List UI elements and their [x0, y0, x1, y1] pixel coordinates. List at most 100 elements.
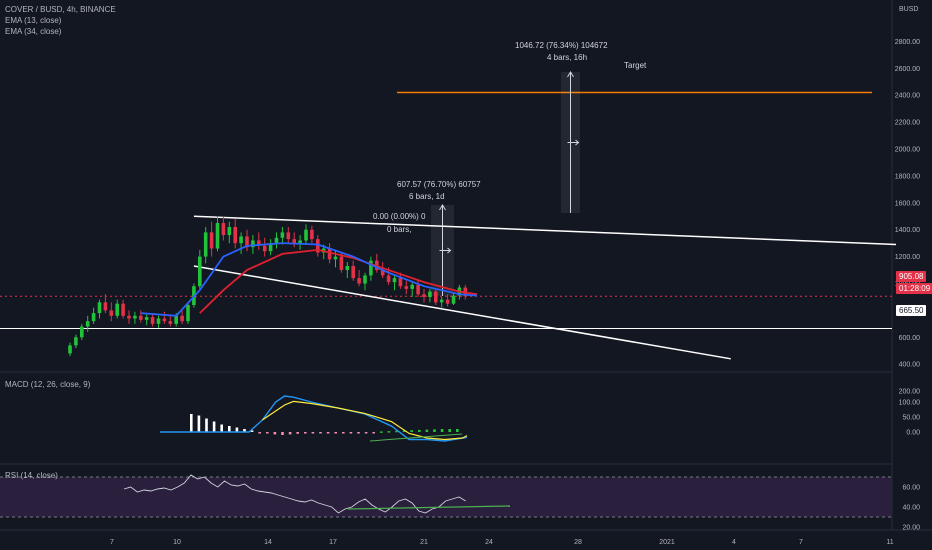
rsi-band: [0, 477, 892, 517]
candle-body: [257, 240, 261, 246]
price-axis-tick-label: 2800.00: [895, 39, 920, 46]
macd-histogram-bar: [304, 432, 307, 434]
candle-body: [351, 266, 355, 279]
candle-body: [274, 237, 279, 244]
candle-body: [227, 227, 232, 236]
rsi-axis-tick-label: 20.00: [902, 525, 920, 532]
candle-body: [428, 291, 432, 297]
measure-zero-value: 0.00 (0.00%) 0: [373, 212, 426, 221]
candle-body: [451, 295, 456, 304]
macd-histogram-bar: [288, 432, 292, 435]
candle-body: [203, 232, 208, 257]
macd-histogram-bar: [349, 432, 353, 434]
candle-body: [127, 315, 131, 319]
price-axis-tick-label: 2000.00: [895, 147, 920, 154]
candle-body: [186, 305, 190, 322]
candle-body: [85, 321, 90, 327]
macd-histogram-bar: [258, 432, 261, 434]
time-axis-tick-label: 28: [574, 539, 582, 546]
time-axis-tick-label: 24: [485, 539, 493, 546]
measure-target-box-arrow-head: [567, 71, 574, 78]
measure-wedge-duration: 6 bars, 1d: [409, 192, 445, 201]
time-axis-tick-label: 17: [329, 539, 337, 546]
price-axis-tick-label: 600.00: [899, 335, 921, 342]
time-axis-tick-label: 7: [110, 539, 114, 546]
candle-body: [209, 232, 214, 249]
measure-wedge-box-time-arrow-head: [447, 247, 452, 254]
measure-target-duration: 4 bars, 16h: [547, 53, 588, 62]
rsi-axis-tick-label: 60.00: [902, 485, 920, 492]
ema13-line: [140, 242, 478, 317]
price-axis-tick-label: 1600.00: [895, 200, 920, 207]
macd-histogram-bar: [212, 421, 216, 432]
macd-histogram-bar: [456, 429, 459, 432]
macd-histogram-bar: [448, 429, 451, 432]
macd-histogram-bar: [311, 432, 315, 434]
candle-body: [91, 313, 96, 322]
candle-body: [434, 291, 438, 303]
price-axis-tick-label: 400.00: [899, 362, 921, 369]
candle-body: [239, 236, 243, 244]
macd-histogram-bar: [273, 432, 277, 435]
time-axis-tick-label: 21: [420, 539, 428, 546]
candle-body: [292, 239, 296, 244]
candle-body: [439, 299, 444, 303]
time-axis-tick-label: 10: [173, 539, 181, 546]
candle-body: [363, 275, 367, 284]
ema34-line: [199, 248, 478, 314]
candle-body: [380, 270, 385, 276]
macd-histogram-bar: [228, 426, 231, 432]
candle-body: [133, 315, 137, 319]
candle-body: [333, 256, 338, 260]
measure-wedge-box-arrow-head: [439, 204, 446, 211]
macd-histogram-bar: [205, 418, 208, 432]
candle-body: [174, 315, 178, 324]
time-axis-tick-label: 4: [732, 539, 736, 546]
rsi-line: [123, 474, 466, 514]
time-axis-tick-label: 11: [886, 539, 893, 546]
rsi-divergence-line: [347, 505, 511, 510]
price-axis-tick-label: 2200.00: [895, 120, 920, 127]
candle-body: [422, 294, 426, 297]
candle-body: [416, 284, 420, 295]
candle-body: [327, 248, 332, 260]
candle-body: [392, 278, 397, 283]
price-axis-tick-label: 1400.00: [895, 227, 920, 234]
macd-histogram-bar: [190, 414, 193, 432]
candle-body: [97, 302, 102, 314]
candle-body: [280, 232, 285, 238]
candle-body: [121, 303, 125, 316]
candle-body: [286, 232, 291, 240]
candle-body: [398, 278, 403, 287]
macd-histogram-bar: [418, 429, 421, 432]
macd-histogram-bar: [334, 432, 337, 434]
macd-histogram-bar: [342, 432, 345, 434]
macd-signal-line: [262, 400, 468, 441]
macd-histogram-bar: [440, 429, 444, 432]
macd-histogram-bar: [326, 432, 330, 434]
measure-target-box-time-arrow-head: [575, 139, 580, 146]
price-axis-tick-label: 1200.00: [895, 254, 920, 261]
candle-body: [298, 240, 302, 244]
macd-histogram-bar: [220, 424, 223, 432]
macd-axis-tick-label: 0.00: [906, 430, 920, 437]
measure-zero-duration: 0 bars,: [387, 225, 412, 234]
macd-histogram-bar: [197, 415, 201, 432]
currency-label: BUSD: [899, 6, 919, 13]
macd-histogram-bar: [364, 432, 368, 434]
macd-histogram-bar: [380, 431, 383, 433]
macd-histogram-bar: [395, 430, 398, 433]
macd-histogram-bar: [319, 432, 322, 434]
macd-histogram-bar: [296, 432, 299, 434]
candle-body: [103, 302, 108, 311]
rsi-legend: RSI (14, close): [5, 471, 58, 480]
macd-axis-tick-label: 100.00: [899, 400, 921, 407]
ema13-legend: EMA (13, close): [5, 16, 62, 25]
candle-body: [198, 256, 202, 287]
candle-body: [304, 229, 308, 241]
rsi-axis-tick-label: 40.00: [902, 505, 920, 512]
trendline-lower: [193, 265, 731, 360]
candle-body: [144, 317, 149, 320]
macd-histogram-bar: [357, 432, 360, 434]
